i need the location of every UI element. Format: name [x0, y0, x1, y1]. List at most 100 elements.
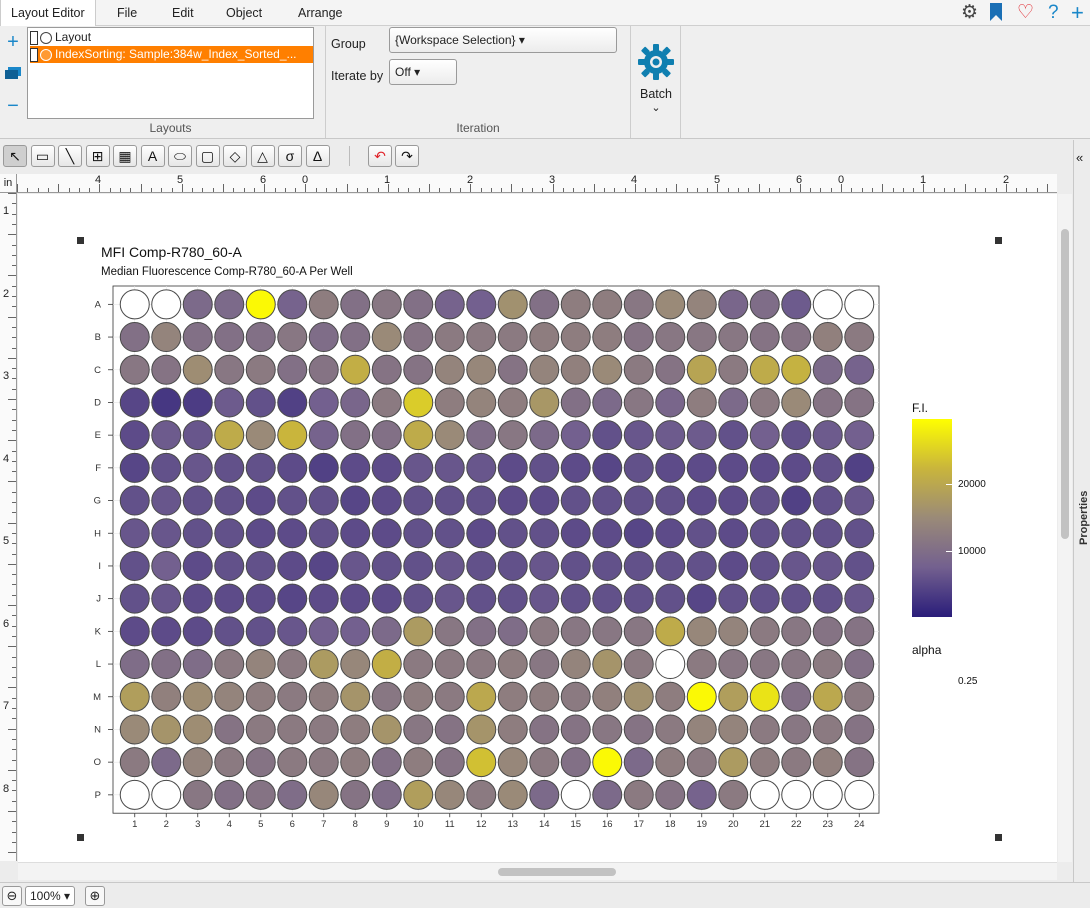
well-L11[interactable] [434, 649, 465, 680]
layout-canvas[interactable]: MFI Comp-R780_60-A Median Fluorescence C… [18, 194, 1057, 862]
well-B15[interactable] [560, 322, 591, 353]
collapse-panel-icon[interactable]: « [1076, 150, 1084, 165]
well-A22[interactable] [781, 289, 812, 320]
well-N22[interactable] [781, 714, 812, 745]
well-F12[interactable] [466, 452, 497, 483]
well-M18[interactable] [655, 681, 686, 712]
well-F17[interactable] [623, 452, 654, 483]
well-G7[interactable] [308, 485, 339, 516]
well-F9[interactable] [371, 452, 402, 483]
well-I12[interactable] [466, 550, 497, 581]
well-A17[interactable] [623, 289, 654, 320]
well-G20[interactable] [718, 485, 749, 516]
well-I24[interactable] [844, 550, 875, 581]
well-O23[interactable] [812, 747, 843, 778]
well-L2[interactable] [151, 649, 182, 680]
well-M10[interactable] [403, 681, 434, 712]
well-O19[interactable] [686, 747, 717, 778]
well-M1[interactable] [119, 681, 150, 712]
well-N20[interactable] [718, 714, 749, 745]
ellipse-tool[interactable]: ⬭ [168, 145, 192, 167]
well-E13[interactable] [497, 420, 528, 451]
gear-icon[interactable]: ⚙ [961, 2, 979, 23]
well-J3[interactable] [182, 583, 213, 614]
well-M21[interactable] [749, 681, 780, 712]
well-L21[interactable] [749, 649, 780, 680]
well-B10[interactable] [403, 322, 434, 353]
well-F3[interactable] [182, 452, 213, 483]
well-B4[interactable] [214, 322, 245, 353]
well-A12[interactable] [466, 289, 497, 320]
well-B13[interactable] [497, 322, 528, 353]
well-G6[interactable] [277, 485, 308, 516]
well-L17[interactable] [623, 649, 654, 680]
well-I6[interactable] [277, 550, 308, 581]
well-F13[interactable] [497, 452, 528, 483]
properties-panel[interactable]: « [1073, 140, 1090, 882]
well-M23[interactable] [812, 681, 843, 712]
well-D23[interactable] [812, 387, 843, 418]
table-tool[interactable]: ⊞ [85, 145, 110, 167]
well-O13[interactable] [497, 747, 528, 778]
well-B9[interactable] [371, 322, 402, 353]
well-N1[interactable] [119, 714, 150, 745]
well-D10[interactable] [403, 387, 434, 418]
well-K16[interactable] [592, 616, 623, 647]
well-C22[interactable] [781, 354, 812, 385]
well-M19[interactable] [686, 681, 717, 712]
well-I18[interactable] [655, 550, 686, 581]
well-G13[interactable] [497, 485, 528, 516]
well-O18[interactable] [655, 747, 686, 778]
well-C10[interactable] [403, 354, 434, 385]
well-K3[interactable] [182, 616, 213, 647]
well-A14[interactable] [529, 289, 560, 320]
well-K11[interactable] [434, 616, 465, 647]
help-icon[interactable]: ? [1048, 2, 1059, 23]
well-H4[interactable] [214, 518, 245, 549]
well-I22[interactable] [781, 550, 812, 581]
well-O10[interactable] [403, 747, 434, 778]
well-O7[interactable] [308, 747, 339, 778]
well-H3[interactable] [182, 518, 213, 549]
well-L20[interactable] [718, 649, 749, 680]
well-O5[interactable] [245, 747, 276, 778]
well-P5[interactable] [245, 779, 276, 810]
well-K1[interactable] [119, 616, 150, 647]
well-J21[interactable] [749, 583, 780, 614]
well-G16[interactable] [592, 485, 623, 516]
well-C18[interactable] [655, 354, 686, 385]
well-C4[interactable] [214, 354, 245, 385]
well-A2[interactable] [151, 289, 182, 320]
well-B24[interactable] [844, 322, 875, 353]
well-O20[interactable] [718, 747, 749, 778]
well-E3[interactable] [182, 420, 213, 451]
well-A13[interactable] [497, 289, 528, 320]
well-G21[interactable] [749, 485, 780, 516]
well-H14[interactable] [529, 518, 560, 549]
well-L8[interactable] [340, 649, 371, 680]
well-D18[interactable] [655, 387, 686, 418]
well-O22[interactable] [781, 747, 812, 778]
well-C6[interactable] [277, 354, 308, 385]
well-N18[interactable] [655, 714, 686, 745]
well-B5[interactable] [245, 322, 276, 353]
well-B1[interactable] [119, 322, 150, 353]
well-J24[interactable] [844, 583, 875, 614]
well-F10[interactable] [403, 452, 434, 483]
well-I8[interactable] [340, 550, 371, 581]
well-E16[interactable] [592, 420, 623, 451]
well-J6[interactable] [277, 583, 308, 614]
well-I2[interactable] [151, 550, 182, 581]
well-G4[interactable] [214, 485, 245, 516]
well-G9[interactable] [371, 485, 402, 516]
well-L18[interactable] [655, 649, 686, 680]
well-M2[interactable] [151, 681, 182, 712]
diamond-tool[interactable]: ◇ [223, 145, 247, 167]
add-layout-button[interactable]: + [7, 31, 19, 53]
well-C13[interactable] [497, 354, 528, 385]
well-I11[interactable] [434, 550, 465, 581]
delta-tool[interactable]: Δ [305, 145, 330, 167]
well-N11[interactable] [434, 714, 465, 745]
well-N4[interactable] [214, 714, 245, 745]
well-B14[interactable] [529, 322, 560, 353]
